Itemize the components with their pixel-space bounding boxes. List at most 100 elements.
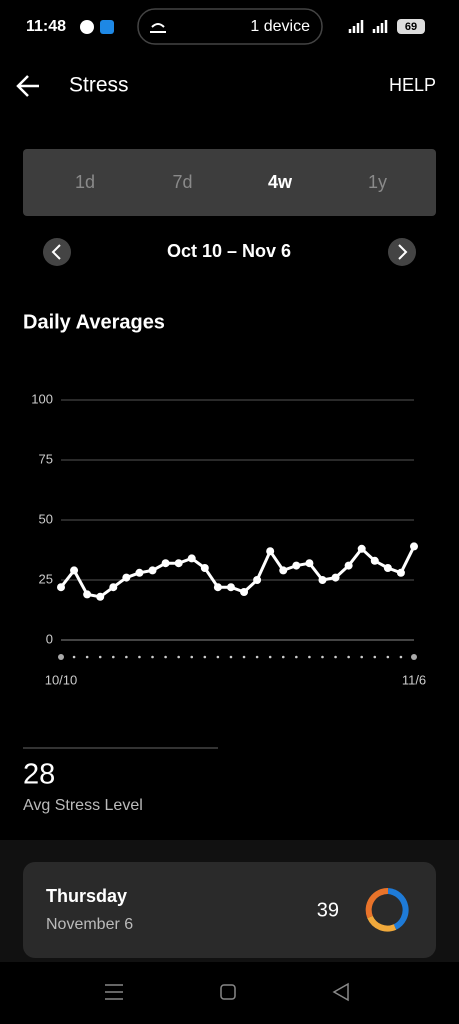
x-axis-dot <box>347 655 350 659</box>
tab[interactable]: 1d <box>75 172 95 192</box>
data-point <box>161 559 170 568</box>
data-point <box>344 561 353 570</box>
data-point <box>292 561 301 570</box>
data-point <box>305 559 314 568</box>
data-point <box>83 590 92 599</box>
x-axis-dot <box>308 655 311 659</box>
x-axis-dot <box>85 655 89 659</box>
data-point <box>122 573 131 582</box>
device-count: 1 device <box>250 18 310 35</box>
signal-icon <box>348 20 388 33</box>
x-axis-dot <box>268 655 272 659</box>
next-icon <box>398 244 408 260</box>
y-tick-label: 100 <box>31 391 53 406</box>
y-tick-label: 75 <box>39 451 53 466</box>
tab[interactable]: 1y <box>368 172 387 192</box>
x-axis-dot <box>58 654 64 660</box>
day-card[interactable] <box>23 862 436 958</box>
x-axis-dot <box>281 655 285 659</box>
device-icon <box>150 23 166 33</box>
summary-label: Avg Stress Level <box>23 797 143 814</box>
device-pill[interactable] <box>137 8 323 45</box>
card-value: 39 <box>317 899 339 921</box>
data-point <box>383 564 392 572</box>
battery-level: 69 <box>405 21 417 33</box>
data-point <box>109 583 118 592</box>
x-axis-dot <box>386 655 390 659</box>
data-point <box>135 568 144 577</box>
data-point <box>410 542 418 551</box>
y-tick-label: 0 <box>46 631 53 646</box>
data-point <box>279 566 288 575</box>
data-point <box>370 556 379 565</box>
donut-segment <box>367 915 397 932</box>
card-day: Thursday <box>46 886 127 906</box>
y-tick-label: 50 <box>39 511 53 526</box>
page-title: Stress <box>69 74 129 97</box>
x-axis-dot <box>72 655 76 659</box>
x-axis-dot <box>203 655 207 659</box>
x-tick-label: 11/6 <box>402 672 426 687</box>
nav-menu[interactable] <box>105 984 123 1000</box>
status-time: 11:48 <box>26 18 66 35</box>
donut-segment <box>365 887 389 919</box>
x-axis-dot <box>190 655 194 659</box>
x-axis-dot <box>360 655 364 659</box>
x-axis-dot <box>411 654 417 660</box>
data-point <box>331 573 340 582</box>
nav-home[interactable] <box>220 984 236 1000</box>
x-axis-dot <box>151 655 154 659</box>
x-axis-dot <box>111 655 115 659</box>
x-axis-dot <box>229 655 233 659</box>
nav-back[interactable] <box>332 982 349 1002</box>
data-point <box>174 559 183 568</box>
x-axis-dot <box>138 655 141 659</box>
tab[interactable]: 7d <box>172 172 192 192</box>
help-button[interactable]: HELP <box>389 75 436 95</box>
x-axis-dot <box>295 655 298 659</box>
battery-icon <box>397 19 425 34</box>
data-point <box>187 554 196 563</box>
x-axis-dot <box>255 655 259 659</box>
x-axis-dot <box>216 655 220 659</box>
x-tick-label: 10/10 <box>45 672 78 687</box>
summary-value: 28 <box>23 759 55 791</box>
prev-icon <box>51 244 61 260</box>
card-date: November 6 <box>46 916 133 933</box>
data-point <box>318 576 327 584</box>
x-axis-dot <box>373 655 377 659</box>
data-point <box>226 583 235 592</box>
tab[interactable]: 4w <box>268 172 293 192</box>
next-button[interactable] <box>388 238 416 266</box>
date-range: Oct 10 – Nov 6 <box>167 241 291 261</box>
data-point <box>57 583 65 592</box>
x-axis-dot <box>334 655 337 659</box>
x-axis-dot <box>164 655 167 659</box>
donut-segment <box>387 888 409 930</box>
x-axis-dot <box>242 655 246 659</box>
data-point <box>253 576 262 584</box>
y-tick-label: 25 <box>39 571 53 586</box>
x-axis-dot <box>125 655 128 659</box>
status-icon <box>80 20 94 34</box>
x-axis-dot <box>399 655 403 659</box>
data-point <box>396 568 405 577</box>
data-point <box>70 566 79 575</box>
tab-bar <box>23 149 436 216</box>
data-point <box>357 544 366 553</box>
prev-button[interactable] <box>43 238 71 266</box>
x-axis-dot <box>98 655 102 659</box>
data-point <box>240 588 249 596</box>
data-point <box>200 564 209 572</box>
back-button[interactable] <box>16 75 39 97</box>
status-icon <box>100 20 114 34</box>
stress-donut <box>365 887 409 932</box>
data-point <box>266 547 275 556</box>
data-point <box>213 583 222 592</box>
data-point <box>96 592 105 601</box>
series-line <box>59 545 416 599</box>
chart-title: Daily Averages <box>23 311 165 333</box>
x-axis-dot <box>321 655 324 659</box>
data-point <box>148 566 157 575</box>
